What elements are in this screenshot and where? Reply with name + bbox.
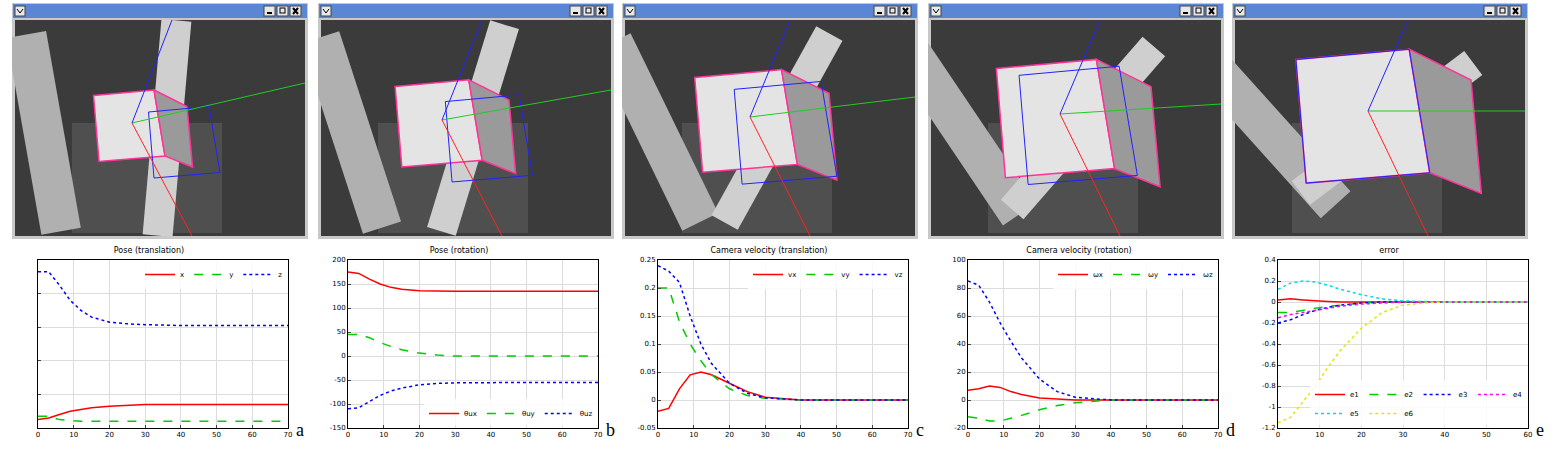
svg-text:0.15: 0.15 (640, 312, 656, 320)
svg-text:70: 70 (904, 431, 913, 439)
svg-text:Pose (translation): Pose (translation) (114, 246, 184, 255)
svg-text:20: 20 (105, 431, 114, 439)
svg-text:0: 0 (966, 431, 970, 439)
svg-text:e5: e5 (1350, 410, 1359, 418)
svg-text:10: 10 (379, 431, 388, 439)
html-text:d: d (1226, 420, 1235, 440)
svg-text:0.25: 0.25 (640, 256, 656, 264)
svg-text:e4: e4 (1513, 391, 1522, 399)
svg-text:vz: vz (895, 271, 903, 279)
svg-text:0.2: 0.2 (644, 284, 655, 292)
svg-text:0: 0 (656, 431, 660, 439)
svg-text:-0.8: -0.8 (1262, 382, 1276, 390)
svg-text:-1: -1 (1269, 403, 1276, 411)
svg-text:50: 50 (1142, 431, 1151, 439)
svg-text:-20: -20 (954, 424, 965, 432)
svg-text:0.1: 0.1 (644, 340, 655, 348)
svg-text:0: 0 (961, 396, 965, 404)
svg-text:150: 150 (332, 280, 345, 288)
svg-text:y: y (229, 271, 233, 279)
svg-text:60: 60 (868, 431, 877, 439)
svg-text:30: 30 (761, 431, 770, 439)
svg-text:Camera velocity (translation): Camera velocity (translation) (710, 246, 827, 255)
html-text:b: b (606, 420, 615, 440)
svg-text:60: 60 (1178, 431, 1187, 439)
svg-text:70: 70 (594, 431, 603, 439)
svg-text:e1: e1 (1350, 391, 1359, 399)
svg-text:vy: vy (841, 271, 849, 279)
svg-text:60: 60 (1524, 431, 1533, 439)
svg-text:40: 40 (1440, 431, 1449, 439)
svg-text:-1.2: -1.2 (1262, 424, 1276, 432)
svg-text:0: 0 (346, 431, 350, 439)
svg-text:0.05: 0.05 (640, 368, 656, 376)
svg-text:0.2: 0.2 (1264, 277, 1275, 285)
svg-text:60: 60 (957, 312, 966, 320)
html-text:e: e (1536, 420, 1544, 440)
svg-text:e6: e6 (1404, 410, 1413, 418)
svg-text:30: 30 (141, 431, 150, 439)
svg-text:60: 60 (558, 431, 567, 439)
svg-text:100: 100 (332, 304, 345, 312)
svg-text:-0.6: -0.6 (1262, 361, 1276, 369)
svg-text:e3: e3 (1459, 391, 1468, 399)
svg-text:vx: vx (788, 271, 796, 279)
svg-text:ωy: ωy (1148, 271, 1158, 279)
svg-text:40: 40 (796, 431, 805, 439)
svg-text:Camera velocity (rotation): Camera velocity (rotation) (1026, 246, 1131, 255)
svg-text:40: 40 (957, 340, 966, 348)
svg-text:θux: θux (464, 410, 477, 418)
svg-text:-100: -100 (330, 400, 346, 408)
svg-text:20: 20 (725, 431, 734, 439)
svg-text:ωz: ωz (1203, 271, 1213, 279)
svg-text:10: 10 (69, 431, 78, 439)
svg-text:50: 50 (337, 328, 346, 336)
svg-text:10: 10 (999, 431, 1008, 439)
svg-text:20: 20 (1035, 431, 1044, 439)
svg-text:0: 0 (651, 396, 655, 404)
svg-text:20: 20 (1357, 431, 1366, 439)
svg-text:100: 100 (952, 256, 965, 264)
svg-text:10: 10 (689, 431, 698, 439)
svg-text:θuz: θuz (580, 410, 593, 418)
svg-text:80: 80 (957, 284, 966, 292)
svg-text:-0.2: -0.2 (1262, 319, 1276, 327)
svg-text:error: error (1379, 246, 1399, 255)
svg-text:70: 70 (1214, 431, 1223, 439)
svg-text:30: 30 (1071, 431, 1080, 439)
svg-text:ωx: ωx (1093, 271, 1103, 279)
html-text:c: c (916, 420, 924, 440)
svg-text:-50: -50 (334, 376, 345, 384)
svg-text:40: 40 (1106, 431, 1115, 439)
svg-text:Pose (rotation): Pose (rotation) (430, 246, 489, 255)
svg-text:x: x (180, 271, 184, 279)
svg-text:200: 200 (332, 256, 345, 264)
svg-text:0: 0 (36, 431, 40, 439)
svg-text:θuy: θuy (522, 410, 535, 418)
svg-text:70: 70 (284, 431, 293, 439)
svg-text:20: 20 (957, 368, 966, 376)
svg-text:0: 0 (341, 352, 345, 360)
svg-text:-0.05: -0.05 (637, 424, 655, 432)
svg-text:50: 50 (832, 431, 841, 439)
svg-text:0: 0 (1276, 431, 1280, 439)
svg-text:30: 30 (451, 431, 460, 439)
svg-text:50: 50 (212, 431, 221, 439)
svg-text:40: 40 (486, 431, 495, 439)
svg-text:40: 40 (176, 431, 185, 439)
svg-text:-150: -150 (330, 424, 346, 432)
svg-text:30: 30 (1399, 431, 1408, 439)
svg-text:e2: e2 (1404, 391, 1413, 399)
svg-text:-0.4: -0.4 (1262, 340, 1276, 348)
html-text:a: a (296, 420, 304, 440)
svg-text:50: 50 (1482, 431, 1491, 439)
svg-text:20: 20 (415, 431, 424, 439)
svg-text:60: 60 (248, 431, 257, 439)
svg-text:50: 50 (522, 431, 531, 439)
svg-text:z: z (278, 271, 282, 279)
svg-text:10: 10 (1315, 431, 1324, 439)
svg-text:0: 0 (1271, 298, 1275, 306)
svg-text:0.4: 0.4 (1264, 256, 1276, 264)
